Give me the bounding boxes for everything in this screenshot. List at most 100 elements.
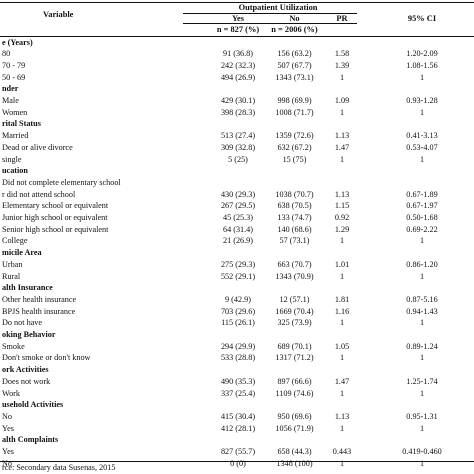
table-row: Urban 275 (29.3) 663 (70.7) 1.01 0.86-1.20 [0, 260, 474, 270]
row-label: e (Years) [2, 37, 33, 47]
row-label: Married [2, 131, 29, 141]
ci-value: 1.25-1.74 [406, 376, 438, 386]
pr-value: 1.16 [334, 306, 350, 316]
row-label: BPJS health insurance [2, 306, 76, 316]
table-row: Male 429 (30.1) 998 (69.9) 1.09 0.93-1.28 [0, 96, 474, 106]
row-label: rital Status [2, 119, 41, 129]
ci-value: 1 [419, 388, 425, 398]
table-row: Yes 827 (55.7) 658 (44.3) 0.443 0.419-0.460 [0, 447, 474, 457]
pr-value: 1.47 [334, 376, 350, 386]
row-label: Yes [2, 423, 14, 433]
table-row: r did not attend school 430 (29.3) 1038 (7… [0, 190, 474, 200]
row-label: Rural [2, 271, 21, 281]
row-label: Did not complete elementary school [2, 177, 121, 187]
row-label: Does not work [2, 376, 51, 386]
row-label: micile Area [2, 248, 42, 258]
table-row: BPJS health insurance 703 (29.6) 1669 (70.… [0, 307, 474, 317]
header-rule [0, 36, 474, 37]
no-count: 632 (67.2) [277, 142, 312, 152]
section-row: alth Complaints [0, 435, 474, 445]
table-row: Yes 412 (28.1) 1056 (71.9) 1 1 [0, 424, 474, 434]
pr-value: 1 [339, 107, 345, 117]
section-row: micile Area [0, 248, 474, 258]
ci-value: 0.95-1.31 [406, 411, 438, 421]
pr-value: 1.39 [334, 60, 350, 70]
no-count: 1343 (73.1) [275, 72, 314, 82]
section-row: ucation [0, 166, 474, 176]
ci-value: 0.94-1.43 [406, 306, 438, 316]
no-count: 638 (70.5) [277, 201, 312, 211]
row-label: No [2, 458, 13, 468]
n-yes-header: n = 827 (%) [216, 25, 260, 34]
yes-count: 309 (32.8) [220, 142, 256, 152]
row-label: Do not have [2, 318, 43, 328]
ci-value: 0.89-1.24 [406, 341, 438, 351]
ci-value: 0.419-0.460 [402, 447, 442, 456]
table-row: Did not complete elementary school [0, 178, 474, 188]
table-row: Elementary school or equivalent 267 (29.5… [0, 201, 474, 211]
pr-value: 0.92 [334, 213, 350, 222]
table-row: Dead or alive divorce 309 (32.8) 632 (67.2… [0, 143, 474, 153]
row-label: 50 - 69 [2, 72, 26, 82]
pr-value: 1 [339, 388, 345, 398]
row-label: Women [2, 107, 28, 117]
ci-value: 0.86-1.20 [406, 259, 438, 269]
yes-count: 415 (30.4) [220, 411, 256, 421]
no-count: 998 (69.9) [277, 96, 312, 105]
yes-count: 429 (30.1) [220, 96, 256, 105]
top-rule [0, 2, 474, 3]
table-row: 80 91 (36.8) 156 (63.2) 1.58 1.20-2.09 [0, 49, 474, 59]
row-label: ucation [2, 166, 28, 176]
table-row: 50 - 69 494 (26.9) 1343 (73.1) 1 1 [0, 73, 474, 83]
no-count: 57 (73.1) [279, 236, 310, 246]
row-label: nder [2, 84, 19, 94]
section-row: oking Behavior [0, 330, 474, 340]
outpatient-utilization-header: Outpatient Utilization [238, 3, 318, 12]
section-row: nder [0, 84, 474, 94]
pr-value: 1 [339, 458, 345, 468]
ci-value: 1 [419, 318, 425, 328]
ci-value: 1 [419, 107, 425, 117]
n-no-header: n = 2006 (%) [271, 25, 318, 34]
yes-count: 827 (55.7) [220, 447, 256, 456]
section-row: rital Status [0, 119, 474, 129]
pr-value: 1.13 [334, 131, 350, 141]
ci-value: 1 [419, 271, 425, 281]
ci-value: 0.50-1.68 [406, 213, 438, 222]
no-count: 12 (57.1) [279, 294, 310, 304]
row-label: No [2, 411, 13, 421]
yes-count: 494 (26.9) [220, 72, 256, 82]
row-label: Elementary school or equivalent [2, 201, 109, 211]
pr-value: 1.13 [334, 189, 350, 199]
pr-value: 1.05 [334, 341, 350, 351]
no-count: 1056 (71.9) [275, 423, 314, 433]
ci-value: 1 [419, 154, 425, 164]
yes-count: 533 (28.8) [220, 353, 256, 363]
ci-value: 1 [419, 353, 425, 363]
yes-count: 412 (28.1) [220, 423, 256, 433]
yes-count: 490 (35.3) [220, 376, 256, 386]
no-count: 658 (44.3) [277, 447, 312, 456]
yes-count: 398 (28.3) [220, 107, 256, 117]
bottom-rule [0, 461, 474, 462]
no-count: 156 (63.2) [277, 49, 312, 59]
row-label: Dead or alive divorce [2, 142, 73, 152]
no-count: 1348 (100) [276, 458, 313, 468]
yes-count: 91 (36.8) [222, 49, 253, 59]
yes-count: 337 (25.4) [220, 388, 256, 398]
no-count: 140 (68.6) [277, 224, 312, 234]
yes-count: 9 (42.9) [225, 294, 251, 304]
row-label: oking Behavior [2, 330, 56, 339]
yes-no-underline [183, 23, 357, 24]
ci-value: 0.41-3.13 [406, 131, 438, 141]
yes-count: 275 (29.3) [220, 259, 256, 269]
yes-count: 45 (25.3) [222, 213, 253, 222]
ci-value: 0.69-2.22 [406, 224, 438, 234]
table-row: No 415 (30.4) 950 (69.6) 1.13 0.95-1.31 [0, 412, 474, 422]
pr-value: 1 [339, 318, 345, 328]
section-row: usehold Activities [0, 400, 474, 410]
pr-value: 1.81 [334, 294, 350, 304]
yes-count: 430 (29.3) [220, 189, 256, 199]
pr-value: 1.09 [334, 96, 350, 105]
pr-value: 0.443 [332, 447, 352, 456]
